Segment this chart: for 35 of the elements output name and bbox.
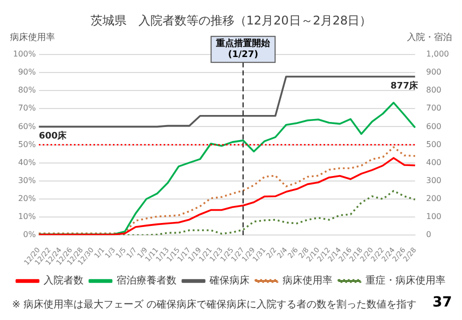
y2-tick-label: 500 <box>426 140 442 149</box>
y-tick-label: 40% <box>18 158 36 167</box>
y2-tick-label: 900 <box>426 68 442 77</box>
y-tick-label: 0% <box>23 230 36 240</box>
legend-label: 入院者数 <box>44 274 84 287</box>
y2-tick-label: 700 <box>426 104 442 113</box>
y-tick-label: 10% <box>18 212 36 222</box>
y2-tick-label: 600 <box>426 122 442 131</box>
y-tick-label: 30% <box>18 176 36 185</box>
legend-label: 病床使用率 <box>282 274 332 287</box>
y-tick-label: 70% <box>18 104 36 113</box>
legend-label: 重症・病床使用率 <box>366 274 446 287</box>
y-tick-label: 90% <box>18 68 36 77</box>
y2-tick-label: 300 <box>426 176 442 185</box>
y-tick-label: 80% <box>18 86 36 95</box>
y2-tick-label: 800 <box>426 86 442 95</box>
text: 37 <box>432 294 452 311</box>
chart-title: 茨城県 入院者数等の推移（12月20日～2月28日） <box>90 13 372 28</box>
y-tick-label: 60% <box>18 122 36 131</box>
y-axis-title: 病床使用率 <box>10 32 55 44</box>
y-tick-label: 50% <box>18 140 36 149</box>
y-tick-label: 100% <box>12 49 36 58</box>
y2-tick-label: 1,000 <box>426 49 450 58</box>
ref-line-label: 重点措置開始 (1/27) <box>215 38 272 60</box>
legend-label: 宿泊療養者数 <box>116 274 176 287</box>
y2-tick-label: 0 <box>426 230 432 240</box>
y2-tick-label: 200 <box>426 194 442 204</box>
legend-label: 確保病床 <box>208 274 250 287</box>
y2-tick-label: 400 <box>426 158 442 167</box>
text: ※ 病床使用率は最大フェーズ の確保病床で確保病床に入院する者の数を割った数値を指す <box>12 298 417 311</box>
y-tick-label: 20% <box>18 194 36 204</box>
y2-tick-label: 100 <box>426 212 442 222</box>
annotation: 877床 <box>390 80 420 92</box>
annotation: 600床 <box>38 130 68 142</box>
y2-axis-title: 入院・宿泊 <box>407 32 452 44</box>
